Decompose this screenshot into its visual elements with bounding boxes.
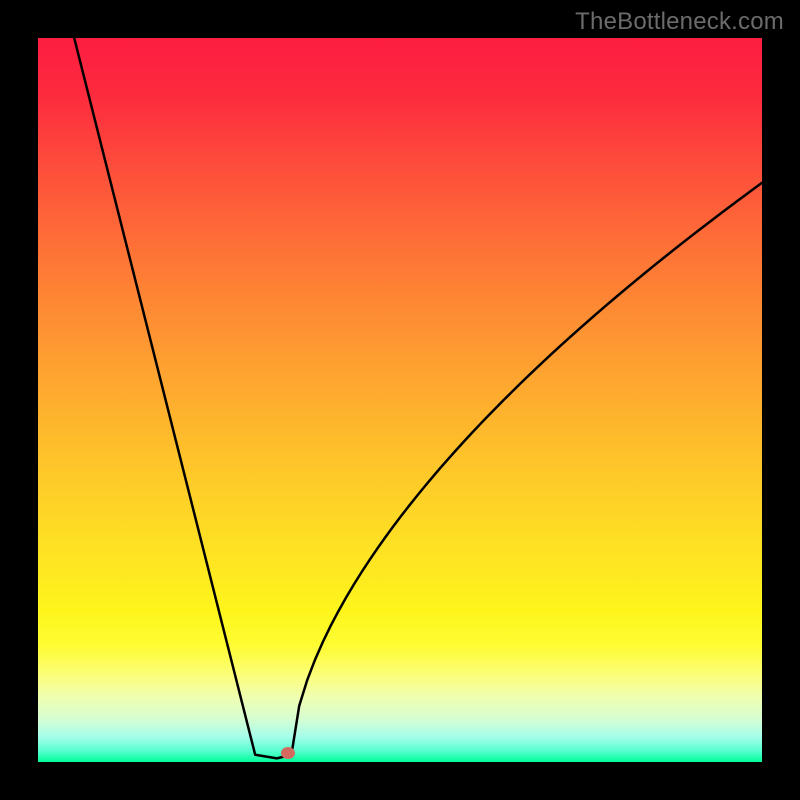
plot-svg xyxy=(38,38,762,762)
plot-area xyxy=(38,38,762,762)
valley-marker xyxy=(281,747,295,759)
watermark-text: TheBottleneck.com xyxy=(575,8,784,36)
